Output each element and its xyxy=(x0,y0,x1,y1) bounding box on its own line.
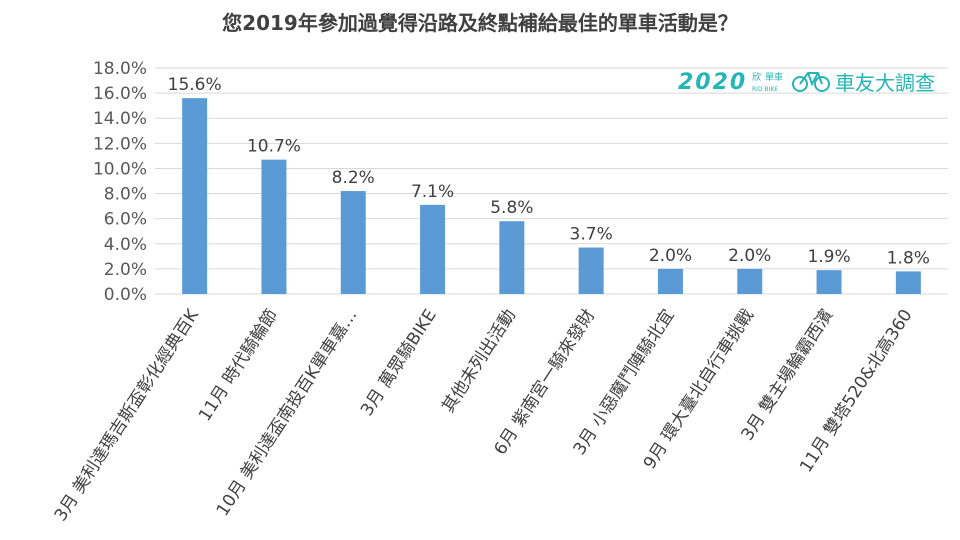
bar xyxy=(340,191,366,294)
data-label: 15.6% xyxy=(168,75,222,95)
bar xyxy=(499,221,525,294)
data-label: 10.7% xyxy=(247,137,301,157)
y-tick-label: 2.0% xyxy=(104,260,147,280)
bicycle-icon xyxy=(792,72,830,92)
bar xyxy=(737,268,763,294)
logo-brand-sub: RID BIKE xyxy=(752,86,778,93)
y-tick-label: 6.0% xyxy=(104,210,147,230)
data-label: 8.2% xyxy=(332,168,375,188)
data-label: 3.7% xyxy=(570,225,613,245)
logo-year: 2020 xyxy=(678,70,747,95)
bar xyxy=(816,270,842,294)
y-axis-ticks: 0.0% 2.0% 4.0% 6.0% 8.0% 10.0% 12.0% 14.0% 16.0%… xyxy=(93,59,147,305)
logo-text: 車友大調查 xyxy=(835,71,935,95)
data-labels: 15.6% 10.7% 8.2% 7.1% 5.8% 3.7% 2.0% 2.0% 1.9% 1.… xyxy=(168,75,930,268)
y-tick-label: 4.0% xyxy=(104,235,147,255)
bar xyxy=(578,247,604,294)
data-label: 2.0% xyxy=(728,246,771,266)
gridlines xyxy=(155,67,948,295)
bars xyxy=(182,98,921,294)
x-tick-label: 其他未列出活動 xyxy=(438,306,520,417)
data-label: 7.1% xyxy=(411,182,454,202)
y-tick-label: 14.0% xyxy=(93,109,147,129)
y-tick-label: 8.0% xyxy=(104,185,147,205)
data-label: 2.0% xyxy=(649,246,692,266)
bar xyxy=(182,98,208,294)
data-label: 1.8% xyxy=(887,248,930,268)
y-tick-label: 10.0% xyxy=(93,159,147,179)
bar xyxy=(657,268,683,294)
bar xyxy=(420,204,446,294)
chart-title: 您2019年參加過覺得沿路及終點補給最佳的單車活動是？ xyxy=(222,11,738,35)
y-tick-label: 0.0% xyxy=(104,285,147,305)
y-tick-label: 16.0% xyxy=(93,84,147,104)
x-tick-label: 3月 美利達瑪吉斯盃彰化經典百K xyxy=(51,305,204,525)
survey-logo: 2020 欣 單車 RID BIKE 車友大調查 xyxy=(678,70,935,95)
logo-brand-top: 欣 xyxy=(752,71,761,83)
bar xyxy=(261,159,287,294)
x-tick-label: 11月 時代騎輪節 xyxy=(195,306,282,425)
data-label: 1.9% xyxy=(807,247,850,267)
bar xyxy=(895,271,921,294)
y-tick-label: 18.0% xyxy=(93,59,147,79)
x-tick-label: 10月 美利達盃南投百K單車嘉… xyxy=(213,306,362,520)
data-label: 5.8% xyxy=(490,198,533,218)
y-tick-label: 12.0% xyxy=(93,134,147,154)
x-tick-label: 3月 萬眾騎BIKE xyxy=(357,306,441,420)
logo-brand-mid: 單車 xyxy=(765,71,783,83)
